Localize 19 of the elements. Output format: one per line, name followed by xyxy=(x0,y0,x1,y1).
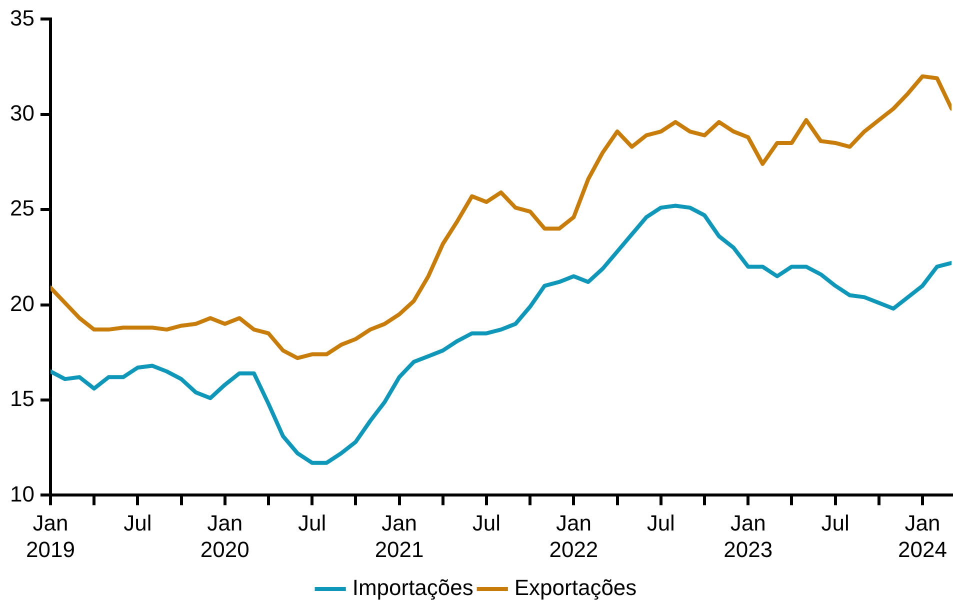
x-tick-label: Jan 2022 xyxy=(549,510,598,562)
x-tick-label: Jan 2023 xyxy=(724,510,773,562)
y-tick-label: 25 xyxy=(10,196,34,221)
x-tick-label: Jan 2019 xyxy=(26,510,75,562)
legend-label: Exportações xyxy=(514,575,637,600)
x-tick-label: Jul xyxy=(646,510,675,536)
x-tick-label: Jul xyxy=(298,510,326,536)
x-tick-label: Jul xyxy=(821,510,850,536)
x-tick-label: Jul xyxy=(124,510,152,536)
y-tick-label: 30 xyxy=(10,100,34,126)
y-tick-label: 10 xyxy=(10,481,34,506)
x-tick-label: Jan 2020 xyxy=(200,510,250,562)
y-tick-label: 35 xyxy=(10,5,34,30)
x-tick-label: Jul xyxy=(472,510,501,536)
y-tick-label: 20 xyxy=(10,290,34,316)
y-tick-label: 15 xyxy=(10,386,34,412)
x-tick-label: Jan 2021 xyxy=(374,510,424,562)
x-tick-label: Jan 2024 xyxy=(898,510,947,562)
legend-label: Importações xyxy=(352,575,474,600)
